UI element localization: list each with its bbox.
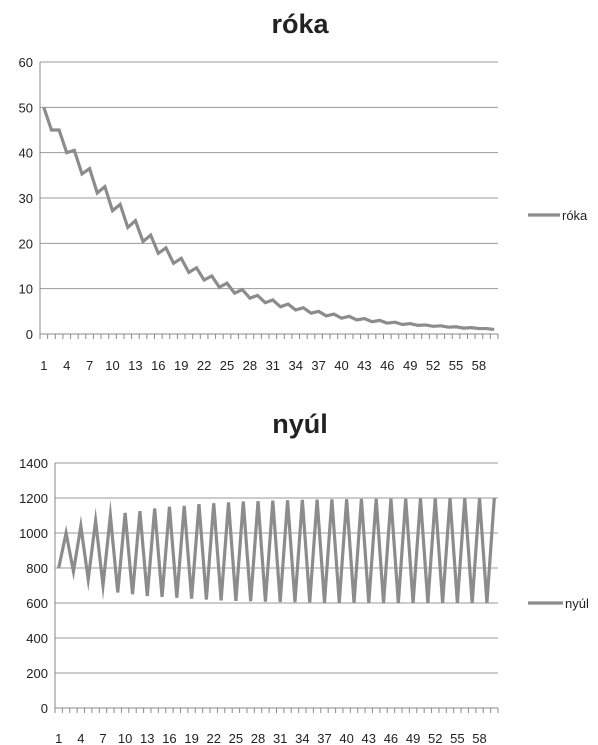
- x-tick-label: 52: [428, 731, 442, 745]
- x-tick-label: 58: [472, 358, 486, 373]
- y-tick-label: 1000: [19, 526, 48, 541]
- x-tick-label: 1: [40, 358, 47, 373]
- x-tick-label: 19: [174, 358, 188, 373]
- x-tick-label: 46: [380, 358, 394, 373]
- legend-label: nyúl: [565, 596, 589, 611]
- series-line-roka: [42, 106, 495, 332]
- x-tick-label: 49: [403, 358, 417, 373]
- y-tick-label: 600: [26, 596, 48, 611]
- x-tick-label: 16: [162, 731, 176, 745]
- x-tick-label: 28: [251, 731, 265, 745]
- x-tick-label: 52: [426, 358, 440, 373]
- x-tick-label: 1: [55, 731, 62, 745]
- x-tick-label: 43: [357, 358, 371, 373]
- x-tick-label: 25: [229, 731, 243, 745]
- y-tick-label: 40: [19, 146, 33, 161]
- y-tick-label: 0: [26, 327, 33, 342]
- x-tick-label: 40: [334, 358, 348, 373]
- y-tick-label: 10: [19, 282, 33, 297]
- chart-roka: róka 0 10 20 30 40 50 60 1 4 7 10 13 16 19 22 25 28 31 34 37…: [19, 9, 589, 373]
- y-tick-label: 0: [41, 701, 48, 716]
- series-line-nyul: [57, 497, 496, 604]
- y-tick-label: 30: [19, 191, 33, 206]
- x-tick-label: 37: [317, 731, 331, 745]
- x-tick-label: 10: [105, 358, 119, 373]
- legend-label: róka: [562, 208, 588, 223]
- x-tick-label: 31: [266, 358, 280, 373]
- x-tick-label: 22: [197, 358, 211, 373]
- y-tick-label: 1200: [19, 491, 48, 506]
- y-tick-label: 200: [26, 666, 48, 681]
- x-tick-label: 58: [472, 731, 486, 745]
- x-tick-label: 40: [339, 731, 353, 745]
- y-tick-label: 20: [19, 236, 33, 251]
- x-tick-label: 4: [77, 731, 84, 745]
- x-tick-label: 16: [151, 358, 165, 373]
- x-tick-label: 43: [362, 731, 376, 745]
- x-tick-label: 55: [449, 358, 463, 373]
- x-tick-label: 25: [220, 358, 234, 373]
- x-tick-label: 19: [184, 731, 198, 745]
- x-tick-label: 34: [288, 358, 302, 373]
- x-tick-label: 7: [99, 731, 106, 745]
- y-tick-label: 400: [26, 631, 48, 646]
- x-tick-label: 31: [273, 731, 287, 745]
- y-tick-label: 1400: [19, 456, 48, 471]
- x-tick-label: 46: [384, 731, 398, 745]
- x-tick-label: 55: [450, 731, 464, 745]
- y-tick-label: 50: [19, 100, 33, 115]
- chart-nyul: nyúl 0 200 400 600 800 1000 1200 1400 1 4 7 10 13 16 19…: [19, 409, 589, 745]
- y-tick-label: 800: [26, 561, 48, 576]
- chart-title: róka: [271, 9, 329, 39]
- x-tick-label: 49: [406, 731, 420, 745]
- x-tick-label: 13: [140, 731, 154, 745]
- x-tick-label: 10: [118, 731, 132, 745]
- x-tick-label: 7: [86, 358, 93, 373]
- chart-title: nyúl: [272, 409, 328, 439]
- y-tick-label: 60: [19, 55, 33, 70]
- x-tick-label: 22: [207, 731, 221, 745]
- x-tick-label: 34: [295, 731, 309, 745]
- x-tick-label: 4: [63, 358, 70, 373]
- x-tick-label: 13: [128, 358, 142, 373]
- x-tick-label: 28: [243, 358, 257, 373]
- x-tick-label: 37: [311, 358, 325, 373]
